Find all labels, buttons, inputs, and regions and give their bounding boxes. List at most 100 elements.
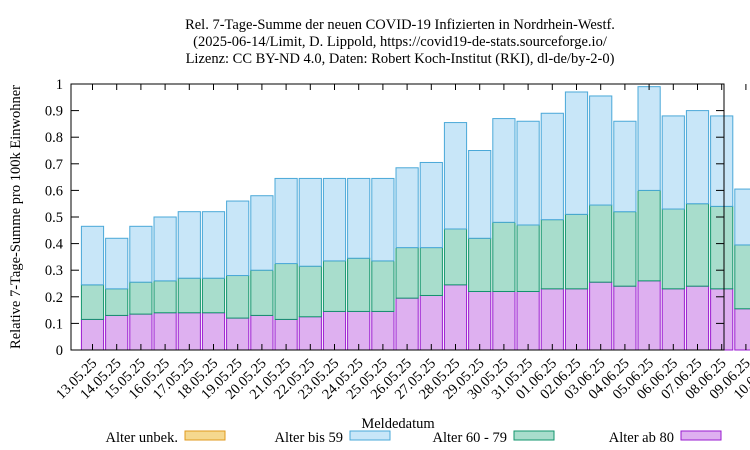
bar-alter-bis-59-23.05.25 xyxy=(322,177,347,262)
bar-alter-ab-80-27.05.25 xyxy=(419,294,443,351)
bar-alter-60-79-30.05.25 xyxy=(492,221,516,292)
bar-alter-60-79-20.05.25 xyxy=(250,269,274,316)
bar-alter-bis-59-31.05.25 xyxy=(516,120,540,226)
bar-alter-60-79-02.06.25 xyxy=(564,213,589,290)
bar-alter-bis-59-03.06.25 xyxy=(589,95,613,206)
chart-title-line-3: Lizenz: CC BY-ND 4.0, Daten: Robert Koch… xyxy=(186,51,615,67)
legend-label-alter-60-79: Alter 60 - 79 xyxy=(433,430,508,446)
bar-alter-bis-59-18.05.25 xyxy=(201,211,226,279)
bar-alter-60-79-06.06.25 xyxy=(661,208,685,290)
bar-alter-ab-80-29.05.25 xyxy=(468,290,492,351)
bar-alter-bis-59-24.05.25 xyxy=(347,177,371,259)
bar-alter-60-79-17.05.25 xyxy=(177,277,201,314)
x-axis: 13.05.2514.05.2515.05.2516.05.2517.05.25… xyxy=(53,84,750,403)
bar-alter-bis-59-25.05.25 xyxy=(371,177,395,262)
bar-alter-bis-59-22.05.25 xyxy=(298,177,322,267)
bar-alter-60-79-26.05.25 xyxy=(395,247,419,299)
bar-alter-ab-80-05.06.25 xyxy=(637,280,661,351)
bar-alter-bis-59-02.06.25 xyxy=(564,91,589,215)
bar-alter-bis-59-29.05.25 xyxy=(468,150,492,239)
bar-alter-60-79-09.06.25 xyxy=(734,244,750,310)
legend-swatch-alter-ab-80 xyxy=(680,430,722,441)
bar-alter-ab-80-06.06.25 xyxy=(661,288,685,351)
bar-alter-bis-59-28.05.25 xyxy=(443,122,468,230)
bar-alter-bis-59-16.05.25 xyxy=(153,216,177,282)
y-tick-label-0.3: 0.3 xyxy=(45,263,63,279)
x-axis-label: Meldedatum xyxy=(361,416,435,432)
y-tick-label-0: 0 xyxy=(56,343,63,359)
bar-alter-bis-59-07.06.25 xyxy=(685,110,710,205)
chart-title-line-2: (2025-06-14/Limit, D. Lippold, https://c… xyxy=(193,34,608,50)
y-axis-label: Relative 7-Tage-Summe pro 100k Einwohner xyxy=(8,85,24,349)
bar-alter-ab-80-03.06.25 xyxy=(589,281,613,351)
bar-alter-60-79-25.05.25 xyxy=(371,260,395,312)
legend-swatch-alter-bis-59 xyxy=(349,430,391,441)
bar-alter-60-79-03.06.25 xyxy=(589,204,613,283)
bar-alter-bis-59-21.05.25 xyxy=(274,177,298,265)
bar-alter-ab-80-04.06.25 xyxy=(613,285,637,351)
bar-alter-60-79-04.06.25 xyxy=(613,211,637,287)
bar-alter-60-79-22.05.25 xyxy=(298,265,322,318)
bar-alter-ab-80-30.05.25 xyxy=(492,290,516,351)
bar-alter-60-79-28.05.25 xyxy=(443,228,468,286)
bar-alter-bis-59-15.05.25 xyxy=(129,225,153,283)
bar-alter-bis-59-19.05.25 xyxy=(226,200,250,277)
y-tick-label-0.9: 0.9 xyxy=(45,104,63,120)
bar-alter-bis-59-13.05.25 xyxy=(80,225,105,286)
bar-alter-60-79-31.05.25 xyxy=(516,224,540,292)
bar-alter-bis-59-30.05.25 xyxy=(492,118,516,223)
bar-alter-bis-59-26.05.25 xyxy=(395,167,419,249)
bar-alter-60-79-19.05.25 xyxy=(226,275,250,319)
bar-alter-60-79-21.05.25 xyxy=(274,263,298,320)
bar-alter-60-79-27.05.25 xyxy=(419,247,443,296)
bar-alter-bis-59-14.05.25 xyxy=(105,237,129,290)
bar-alter-60-79-23.05.25 xyxy=(322,260,347,312)
bar-alter-ab-80-26.05.25 xyxy=(395,297,419,351)
legend: Alter unbek. Alter bis 59 Alter 60 - 79 Alt… xyxy=(106,430,722,446)
y-tick-label-0.6: 0.6 xyxy=(45,183,63,199)
bar-alter-ab-80-28.05.25 xyxy=(443,284,468,351)
bar-alter-bis-59-04.06.25 xyxy=(613,120,637,213)
bar-alter-bis-59-01.06.25 xyxy=(540,112,564,221)
bar-alter-ab-80-01.06.25 xyxy=(540,288,564,351)
bar-alter-ab-80-02.06.25 xyxy=(564,288,589,351)
bar-alter-bis-59-08.06.25 xyxy=(710,115,734,207)
bar-alter-60-79-14.05.25 xyxy=(105,288,129,316)
bar-alter-bis-59-05.06.25 xyxy=(637,86,661,191)
y-tick-label-0.4: 0.4 xyxy=(45,237,64,253)
chart-title: Rel. 7-Tage-Summe der neuen COVID-19 Inf… xyxy=(185,17,615,67)
bar-alter-ab-80-08.06.25 xyxy=(710,288,734,351)
bar-alter-bis-59-17.05.25 xyxy=(177,211,201,279)
bar-alter-ab-80-07.06.25 xyxy=(685,285,710,351)
y-axis: 0 0.1 0.2 0.3 0.4 0.5 0.6 0.7 0.8 0.9 1 xyxy=(45,77,724,359)
legend-label-alter-bis-59: Alter bis 59 xyxy=(275,430,343,446)
bar-alter-ab-80-09.06.25 xyxy=(734,308,750,351)
bar-alter-bis-59-09.06.25 xyxy=(734,188,750,246)
bar-alter-60-79-05.06.25 xyxy=(637,189,661,282)
bar-alter-60-79-16.05.25 xyxy=(153,280,177,314)
y-tick-label-0.5: 0.5 xyxy=(45,210,63,226)
legend-label-alter-unbek-: Alter unbek. xyxy=(106,430,178,446)
bar-alter-ab-80-31.05.25 xyxy=(516,290,540,351)
legend-swatch-alter-60-79 xyxy=(513,430,555,441)
y-tick-label-0.8: 0.8 xyxy=(45,130,63,146)
bar-alter-bis-59-06.06.25 xyxy=(661,115,685,210)
y-tick-label-1: 1 xyxy=(56,77,63,93)
bar-alter-60-79-01.06.25 xyxy=(540,219,564,290)
y-tick-label-0.7: 0.7 xyxy=(45,157,63,173)
bar-alter-60-79-29.05.25 xyxy=(468,237,492,292)
y-tick-label-0.2: 0.2 xyxy=(45,290,63,306)
bar-alter-60-79-13.05.25 xyxy=(80,284,105,320)
bar-alter-60-79-18.05.25 xyxy=(201,277,226,314)
bar-alter-60-79-08.06.25 xyxy=(710,205,734,290)
bar-alter-60-79-07.06.25 xyxy=(685,203,710,287)
legend-swatch-alter-unbek- xyxy=(184,430,226,441)
bar-alter-60-79-24.05.25 xyxy=(347,257,371,312)
bar-alter-bis-59-27.05.25 xyxy=(419,161,443,249)
bar-alter-60-79-15.05.25 xyxy=(129,281,153,315)
bar-alter-bis-59-20.05.25 xyxy=(250,195,274,271)
y-tick-label-0.1: 0.1 xyxy=(45,316,63,332)
bars-group xyxy=(80,86,750,351)
legend-label-alter-ab-80: Alter ab 80 xyxy=(609,430,674,446)
